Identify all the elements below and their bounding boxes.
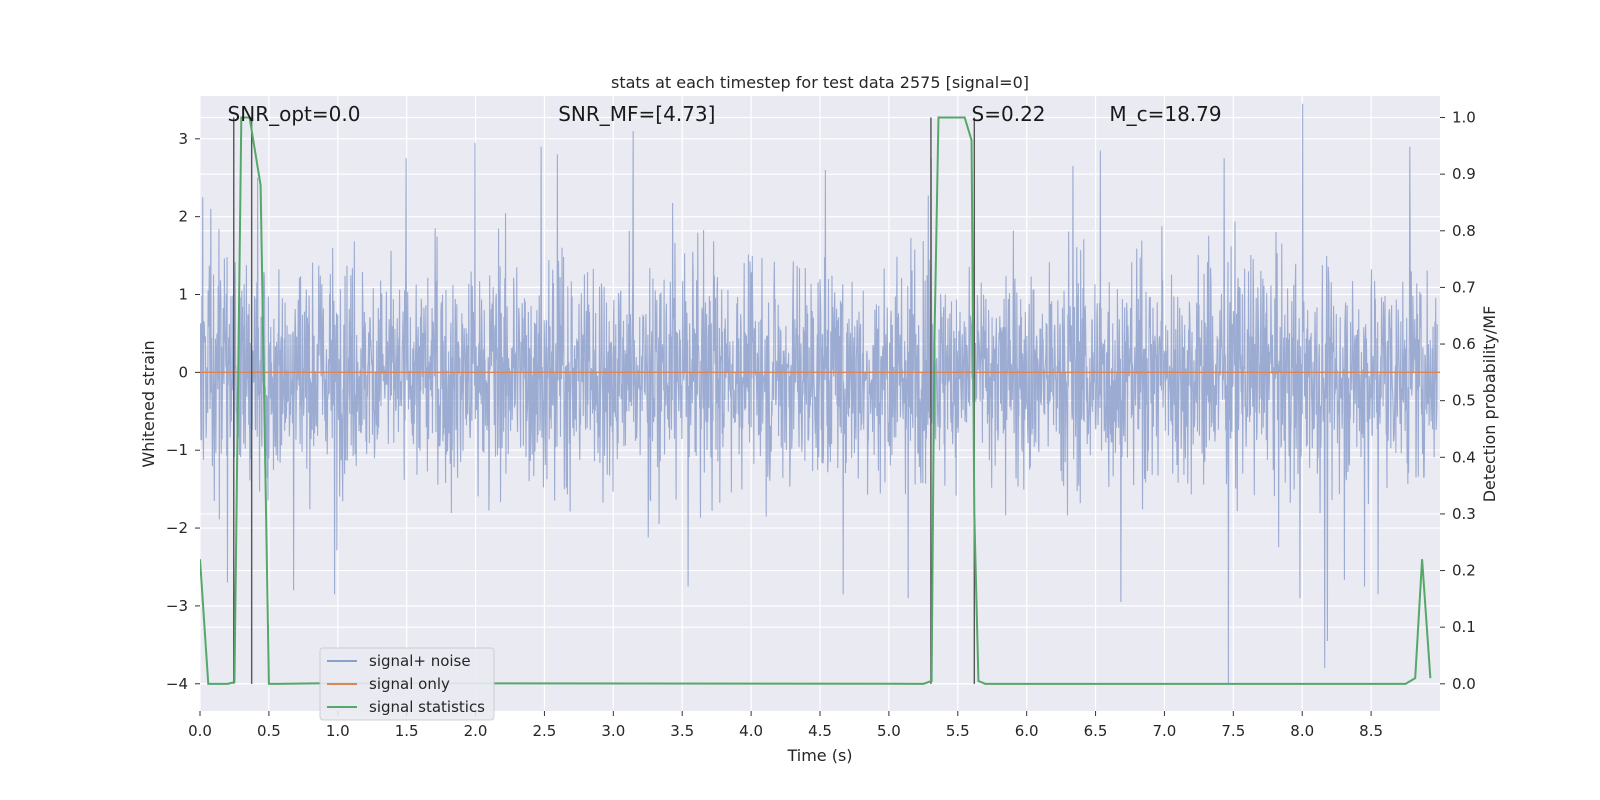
annotation-3: M_c=18.79 — [1109, 102, 1221, 126]
chart-title: stats at each timestep for test data 257… — [611, 73, 1029, 92]
y-tick-label: 1 — [178, 286, 188, 304]
annotations: SNR_opt=0.0 SNR_MF=[4.73] S=0.22 M_c=18.79 — [228, 102, 1222, 126]
y2-tick-label: 0.1 — [1452, 618, 1476, 636]
x-axis-label: Time (s) — [786, 746, 852, 765]
x-tick-label: 1.5 — [395, 722, 419, 740]
legend-box — [319, 647, 495, 721]
y-tick-label: −3 — [166, 597, 188, 615]
y2-tick-label: 0.4 — [1452, 448, 1476, 466]
y-axis-label: Whitened strain — [139, 340, 158, 467]
y2-tick-label: 0.7 — [1452, 278, 1476, 296]
x-tick-label: 3.0 — [601, 722, 625, 740]
series-signal-noise — [200, 103, 1438, 684]
x-tick-label: 2.5 — [533, 722, 557, 740]
x-tick-label: 8.5 — [1359, 722, 1383, 740]
y-tick-label: 3 — [178, 130, 188, 148]
y-tick-label: −2 — [166, 519, 188, 537]
y-tick-label: 0 — [178, 363, 188, 381]
y-tick-label: 2 — [178, 208, 188, 226]
x-tick-label: 0.0 — [188, 722, 212, 740]
x-tick-label: 4.5 — [808, 722, 832, 740]
grid-lines — [199, 96, 1440, 711]
legend: signal+ noise signal only signal statist… — [319, 647, 495, 721]
x-tick-label: 5.5 — [946, 722, 970, 740]
x-tick-label: 6.5 — [1084, 722, 1108, 740]
y2-tick-label: 0.5 — [1452, 392, 1476, 410]
y2-tick-label: 0.2 — [1452, 562, 1476, 580]
x-tick-label: 0.5 — [257, 722, 281, 740]
annotation-2: S=0.22 — [972, 102, 1046, 126]
legend-label-signal-noise: signal+ noise — [369, 652, 471, 670]
annotation-0: SNR_opt=0.0 — [228, 102, 361, 126]
y2-tick-label: 0.0 — [1452, 675, 1476, 693]
x-tick-label: 6.0 — [1015, 722, 1039, 740]
legend-label-signal-only: signal only — [369, 675, 450, 693]
y-tick-label: −1 — [166, 441, 188, 459]
x-tick-label: 5.0 — [877, 722, 901, 740]
x-tick-label: 1.0 — [326, 722, 350, 740]
x-tick-label: 8.0 — [1290, 722, 1314, 740]
series-signal-statistics — [200, 116, 1432, 685]
y2-tick-label: 0.6 — [1452, 335, 1476, 353]
annotation-1: SNR_MF=[4.73] — [558, 102, 715, 126]
y2-tick-label: 0.3 — [1452, 505, 1476, 523]
y2-tick-label: 1.0 — [1452, 109, 1476, 127]
y2-axis-label: Detection probability/MF — [1480, 306, 1499, 503]
legend-label-signal-statistics: signal statistics — [369, 698, 485, 716]
x-tick-label: 7.5 — [1221, 722, 1245, 740]
x-tick-label: 7.0 — [1153, 722, 1177, 740]
x-tick-label: 4.0 — [739, 722, 763, 740]
x-tick-label: 2.0 — [464, 722, 488, 740]
y2-tick-label: 0.8 — [1452, 222, 1476, 240]
y2-tick-label: 0.9 — [1452, 165, 1476, 183]
data-layer — [200, 103, 1440, 685]
y-tick-label: −4 — [166, 675, 188, 693]
axes: 0.0 0.5 1.0 1.5 2.0 2.5 3.0 3.5 4.0 4.5 5.0 5.5 6.0 6… — [166, 109, 1476, 740]
x-tick-label: 3.5 — [670, 722, 694, 740]
